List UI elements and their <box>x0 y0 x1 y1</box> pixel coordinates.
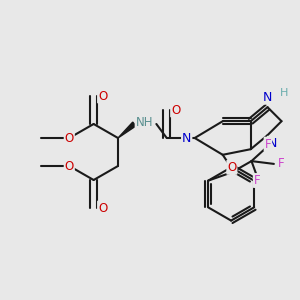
Text: O: O <box>227 161 236 174</box>
Text: F: F <box>265 138 271 151</box>
Text: NH: NH <box>136 116 153 130</box>
Text: O: O <box>65 131 74 145</box>
Text: F: F <box>254 174 260 187</box>
Text: N: N <box>268 137 277 150</box>
Text: O: O <box>65 160 74 172</box>
Text: N: N <box>182 131 191 145</box>
Text: O: O <box>171 103 180 116</box>
Text: N: N <box>263 91 272 104</box>
Text: O: O <box>98 89 107 103</box>
Text: O: O <box>98 202 107 214</box>
Text: H: H <box>280 88 288 98</box>
Polygon shape <box>118 122 136 138</box>
Text: F: F <box>278 158 284 170</box>
